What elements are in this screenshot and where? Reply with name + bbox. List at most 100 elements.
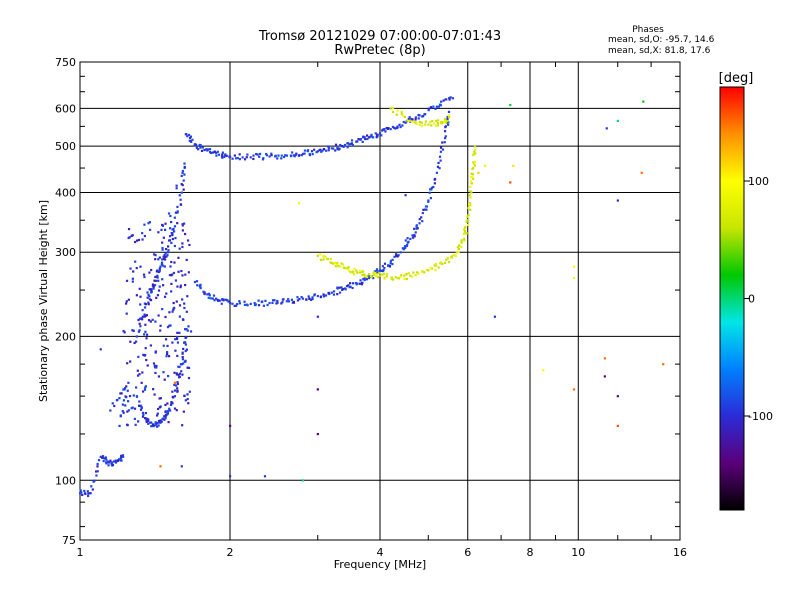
- trace-point: [241, 156, 244, 159]
- trace-point: [447, 121, 450, 124]
- trace-point: [270, 152, 273, 155]
- x-tick-label: 6: [464, 546, 471, 559]
- trace-point: [280, 302, 283, 305]
- spread-point: [139, 265, 142, 268]
- trace-point: [315, 151, 318, 154]
- trace-point: [222, 299, 225, 302]
- trace-point: [264, 299, 267, 302]
- trace-point: [401, 114, 404, 117]
- trace-point: [433, 264, 436, 267]
- isolated-point: [616, 424, 619, 428]
- trace-point: [135, 335, 138, 338]
- trace-point: [152, 424, 155, 428]
- trace-point: [349, 285, 352, 288]
- trace-point: [195, 143, 198, 146]
- trace-point: [161, 264, 165, 267]
- trace-point: [301, 152, 305, 155]
- trace-point: [334, 143, 338, 146]
- trace-point: [403, 115, 406, 118]
- spread-point: [178, 331, 181, 334]
- trace-point: [375, 269, 379, 272]
- trace-point: [350, 139, 354, 142]
- trace-point: [280, 154, 283, 157]
- trace-point: [441, 148, 445, 151]
- trace-point: [366, 137, 369, 141]
- trace-point: [265, 154, 269, 157]
- trace-point: [281, 298, 285, 301]
- trace-point: [362, 136, 365, 139]
- trace-point: [435, 171, 438, 174]
- trace-point: [179, 198, 182, 201]
- trace-point: [425, 208, 428, 211]
- y-tick-label: 750: [55, 56, 76, 69]
- trace-point: [343, 143, 347, 147]
- spread-point: [185, 310, 188, 313]
- trace-point: [102, 459, 105, 463]
- spread-point: [136, 369, 139, 372]
- trace-point: [430, 124, 433, 127]
- trace-point: [383, 277, 386, 280]
- trace-point: [121, 403, 124, 406]
- trace-point: [414, 118, 417, 121]
- trace-point: [398, 123, 401, 126]
- spread-point: [125, 300, 128, 303]
- trace-point: [429, 266, 433, 269]
- trace-point: [122, 411, 125, 414]
- trace-point: [380, 269, 383, 272]
- trace-point: [207, 148, 210, 151]
- spread-point: [176, 354, 179, 358]
- trace-point: [424, 123, 427, 126]
- spread-point: [135, 294, 138, 297]
- trace-point: [320, 150, 323, 153]
- spread-point: [183, 232, 187, 236]
- trace-point: [199, 144, 202, 147]
- trace-point: [291, 151, 294, 154]
- spread-point: [122, 329, 125, 333]
- spread-point: [186, 393, 189, 396]
- trace-point: [409, 274, 412, 277]
- trace-point: [322, 293, 325, 296]
- spread-point: [142, 273, 146, 276]
- trace-point: [471, 173, 475, 176]
- trace-point: [327, 149, 330, 152]
- trace-point: [465, 232, 468, 235]
- spread-point: [166, 413, 169, 416]
- isolated-point: [229, 424, 232, 428]
- trace-point: [391, 125, 395, 129]
- trace-point: [338, 286, 341, 289]
- trace-point: [281, 301, 284, 304]
- trace-point: [271, 301, 274, 305]
- trace-point: [390, 278, 393, 281]
- trace-point: [467, 206, 470, 210]
- trace-point: [430, 186, 433, 189]
- spread-point: [189, 330, 193, 333]
- spread-point: [132, 270, 135, 273]
- trace-point: [361, 273, 364, 277]
- trace-point: [238, 153, 241, 156]
- trace-point: [470, 172, 473, 175]
- isolated-point: [512, 164, 515, 167]
- trace-point: [422, 208, 425, 211]
- spread-point: [158, 406, 161, 409]
- trace-point: [395, 113, 398, 116]
- trace-point: [345, 285, 349, 288]
- trace-point: [452, 254, 455, 257]
- isolated-point: [229, 475, 232, 478]
- spread-point: [147, 222, 150, 225]
- spread-point: [155, 414, 159, 417]
- isolated-point: [173, 381, 177, 384]
- trace-point: [293, 155, 296, 158]
- trace-point: [446, 119, 449, 123]
- trace-point: [428, 191, 431, 194]
- spread-point: [175, 337, 179, 341]
- colorbar: [719, 86, 745, 511]
- spread-point: [174, 338, 177, 341]
- trace-point: [444, 135, 447, 138]
- trace-point: [199, 146, 202, 149]
- trace-point: [321, 149, 324, 152]
- spread-point: [158, 285, 161, 288]
- trace-point: [111, 402, 114, 405]
- trace-point: [141, 315, 144, 318]
- y-tick-label: 600: [55, 102, 76, 115]
- trace-point: [265, 152, 268, 156]
